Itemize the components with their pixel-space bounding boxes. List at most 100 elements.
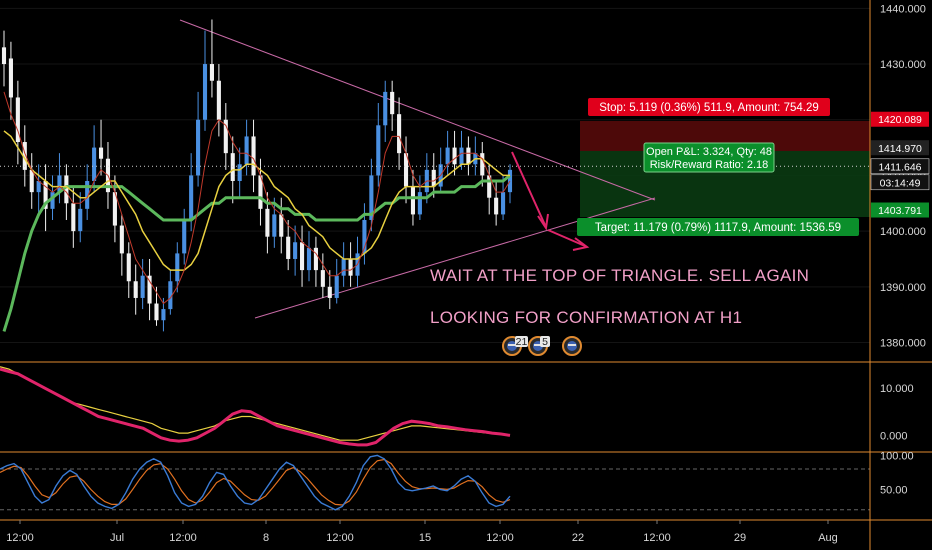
candle [85, 164, 90, 220]
oscillator-2-tick-label: 50.00 [880, 484, 908, 496]
candle [348, 242, 353, 287]
candle [209, 19, 214, 98]
candle [57, 153, 62, 204]
price-tick-label: 1430.000 [880, 59, 926, 71]
target-label: Target: 11.179 (0.79%) 1117.9, Amount: 1… [595, 222, 841, 234]
svg-text:1414.970: 1414.970 [878, 143, 922, 155]
candle [390, 80, 395, 131]
candle [459, 130, 464, 170]
oscillator-1-lines [0, 366, 511, 447]
triangle-upper-line [179, 19, 656, 201]
candle [237, 147, 242, 198]
candle [29, 153, 34, 209]
pnl-label-box [643, 142, 775, 173]
candle [98, 119, 104, 176]
annotation-line-1: WAIT AT THE TOP OF TRIANGLE. SELL AGAIN [430, 266, 809, 285]
candle [216, 64, 221, 137]
oscillator-1-tick-label: 0.000 [880, 430, 908, 442]
candle [383, 80, 388, 143]
price-tick-label: 1440.000 [880, 3, 926, 15]
price-tick-label: 1380.000 [880, 338, 926, 350]
svg-text:1420.089: 1420.089 [878, 114, 922, 126]
candle [78, 192, 83, 243]
candle [313, 236, 318, 287]
event-badge-us-3[interactable] [562, 336, 582, 356]
candle [147, 258, 152, 321]
target-label-box [577, 218, 859, 236]
candle [223, 103, 228, 170]
candle [397, 97, 402, 170]
event-badge-us-2[interactable]: 5 [528, 336, 550, 356]
candle [487, 164, 492, 215]
candle [445, 130, 450, 176]
candle [36, 164, 41, 215]
price-tag: 1411.646 [870, 158, 930, 175]
price-tick-label: 1390.000 [880, 282, 926, 294]
candle [15, 80, 20, 165]
candle [306, 231, 312, 282]
candle [480, 142, 485, 187]
candle [286, 219, 291, 271]
event-badge-count-2: 5 [542, 336, 548, 348]
time-tick-label: 12:00 [486, 532, 514, 544]
time-tick-label: 29 [734, 532, 746, 544]
candle [71, 186, 76, 248]
candle [327, 270, 332, 310]
candle [22, 125, 27, 187]
oscillator-2-lines [0, 454, 870, 511]
candle [293, 225, 298, 276]
candle [119, 214, 124, 276]
candle [1, 30, 7, 87]
time-tick-label: 8 [263, 532, 269, 544]
event-badge-us-1[interactable]: 21 [502, 336, 528, 356]
candle [320, 253, 325, 298]
time-tick-label: Aug [818, 532, 838, 544]
time-tick-label: 22 [572, 532, 584, 544]
price-tags: 1420.089 1414.970 1411.646 03:14:49 1403.791 [870, 111, 930, 218]
candle [140, 258, 145, 310]
stop-label-box [588, 98, 830, 116]
time-tick-label: 12:00 [326, 532, 354, 544]
candle [8, 41, 13, 120]
annotation-line-2: LOOKING FOR CONFIRMATION AT H1 [430, 308, 742, 327]
risk-reward-label: Risk/Reward Ratio: 2.18 [650, 159, 769, 171]
candle [341, 242, 346, 287]
candle [494, 181, 499, 226]
time-tick-label: 12:00 [169, 532, 197, 544]
time-tick-label: 15 [419, 532, 431, 544]
candle [300, 225, 305, 287]
candle [466, 136, 471, 176]
oscillator-2-main-line [0, 454, 511, 511]
oscillator-1-tick-label: 10.000 [880, 383, 914, 395]
candle [403, 136, 409, 204]
event-badges[interactable]: 21 5 [502, 336, 582, 356]
candle [369, 158, 374, 232]
candle [196, 91, 201, 187]
oscillator-2-tick-label: 100.00 [880, 450, 914, 462]
svg-text:1403.791: 1403.791 [878, 205, 922, 217]
stop-label: Stop: 5.119 (0.36%) 511.9, Amount: 754.2… [599, 102, 819, 114]
oscillator-1-signal-line [0, 366, 511, 441]
candle [244, 119, 249, 176]
price-tag: 03:14:49 [870, 174, 930, 191]
forecast-arrows [511, 151, 590, 251]
price-tag: 1403.791 [871, 202, 929, 218]
candle [126, 242, 131, 298]
ma-fast-line [3, 91, 511, 305]
candle [334, 258, 339, 304]
moving-average-lines [2, 91, 511, 332]
oscillator-1-main-line [0, 367, 511, 447]
candle [272, 197, 277, 248]
candle [133, 264, 138, 315]
candle [431, 153, 436, 198]
pnl-label: Open P&L: 3.324, Qty: 48 [646, 146, 772, 158]
price-tick-label: 1400.000 [880, 226, 926, 238]
svg-text:03:14:49: 03:14:49 [880, 177, 921, 189]
event-badge-count-1: 21 [516, 336, 528, 348]
time-tick-label: 12:00 [6, 532, 34, 544]
candle [501, 175, 506, 220]
candle [376, 103, 381, 187]
price-tag: 1414.970 [871, 140, 929, 156]
